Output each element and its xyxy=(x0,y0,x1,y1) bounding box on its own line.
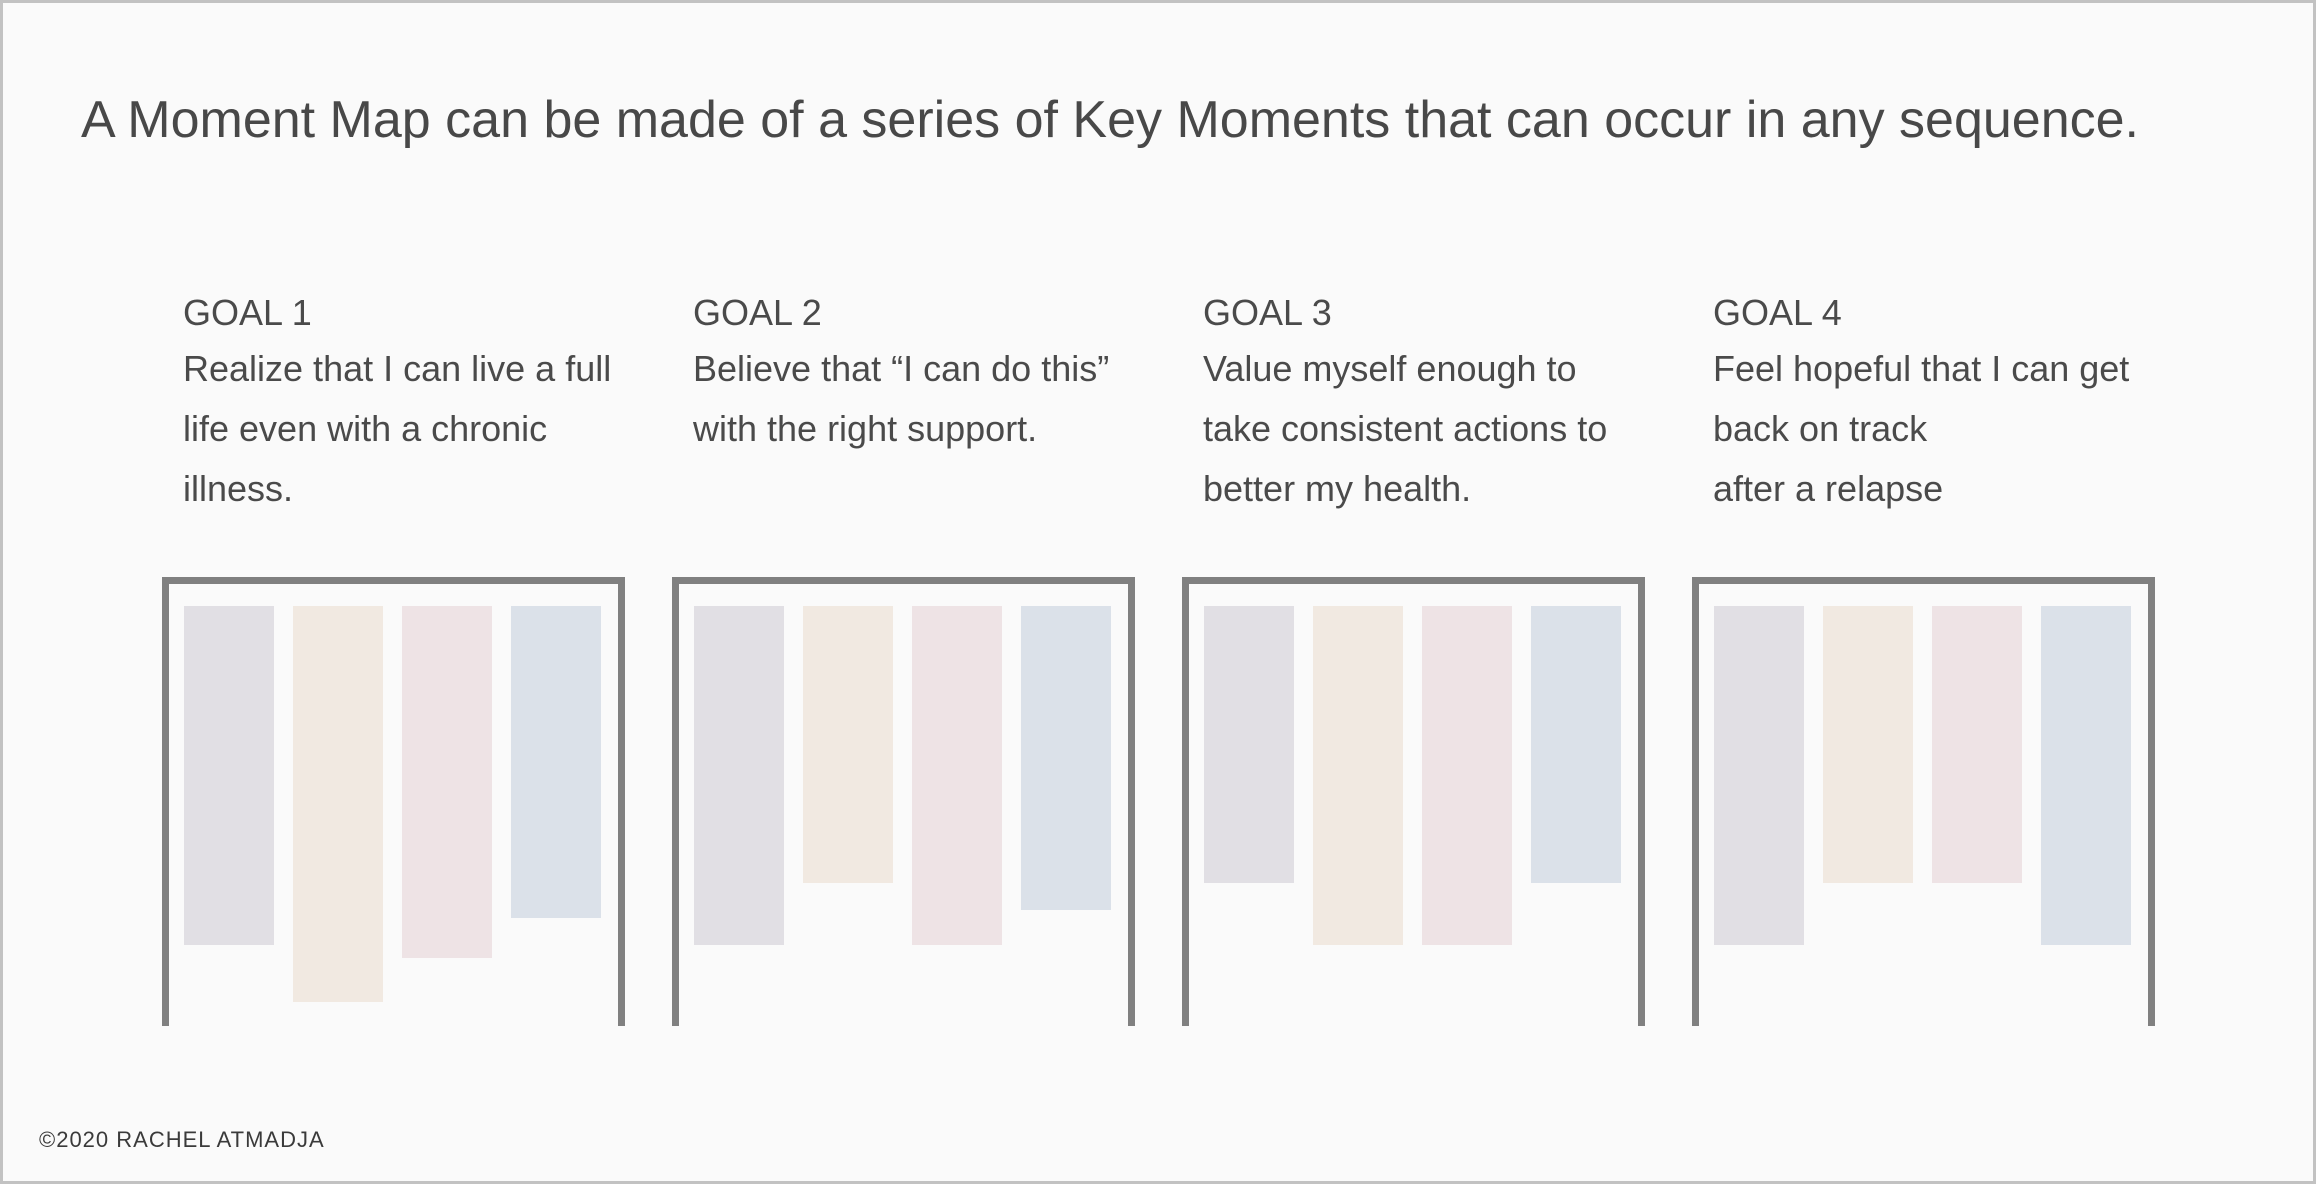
goal-4: GOAL 4 Feel hopeful that I can get back … xyxy=(1713,287,2183,519)
goal-2-key-moment-4 xyxy=(1021,606,1111,910)
goal-2-key-moment-3 xyxy=(912,606,1002,945)
goal-3-key-moment-4 xyxy=(1531,606,1621,883)
goal-3-text: Value myself enough to take consistent a… xyxy=(1203,348,1608,509)
goal-1-key-moment-3 xyxy=(402,606,492,958)
goal-1-key-moment-4 xyxy=(511,606,601,918)
goal-4-key-moment-2 xyxy=(1823,606,1913,883)
goal-2-label: GOAL 2 xyxy=(693,292,822,333)
goal-1-text: Realize that I can live a full life even… xyxy=(183,348,612,509)
goal-4-key-moment-3 xyxy=(1932,606,2022,883)
goal-3-moment-frame xyxy=(1182,577,1645,1026)
goal-3-key-moment-3 xyxy=(1422,606,1512,945)
goal-1: GOAL 1 Realize that I can live a full li… xyxy=(183,287,653,519)
goal-2-key-moment-1 xyxy=(694,606,784,945)
goal-1-label: GOAL 1 xyxy=(183,292,312,333)
goal-3-key-moment-1 xyxy=(1204,606,1294,883)
copyright-footer: ©2020 RACHEL ATMADJA xyxy=(39,1127,325,1152)
goal-2-key-moment-2 xyxy=(803,606,893,883)
goal-4-key-moment-4 xyxy=(2041,606,2131,945)
goal-2: GOAL 2 Believe that “I can do this” with… xyxy=(693,287,1163,459)
goal-4-key-moment-1 xyxy=(1714,606,1804,945)
goal-1-key-moment-1 xyxy=(184,606,274,945)
goal-2-text: Believe that “I can do this” with the ri… xyxy=(693,348,1110,449)
goal-3-label: GOAL 3 xyxy=(1203,292,1332,333)
goal-3-key-moment-2 xyxy=(1313,606,1403,945)
goal-4-moment-frame xyxy=(1692,577,2155,1026)
goal-2-moment-frame xyxy=(672,577,1135,1026)
goal-4-text: Feel hopeful that I can get back on trac… xyxy=(1713,348,2130,509)
goal-3: GOAL 3 Value myself enough to take consi… xyxy=(1203,287,1673,519)
goal-1-key-moment-2 xyxy=(293,606,383,1002)
page-title: A Moment Map can be made of a series of … xyxy=(81,91,2139,149)
goal-4-label: GOAL 4 xyxy=(1713,292,1842,333)
goal-1-moment-frame xyxy=(162,577,625,1026)
